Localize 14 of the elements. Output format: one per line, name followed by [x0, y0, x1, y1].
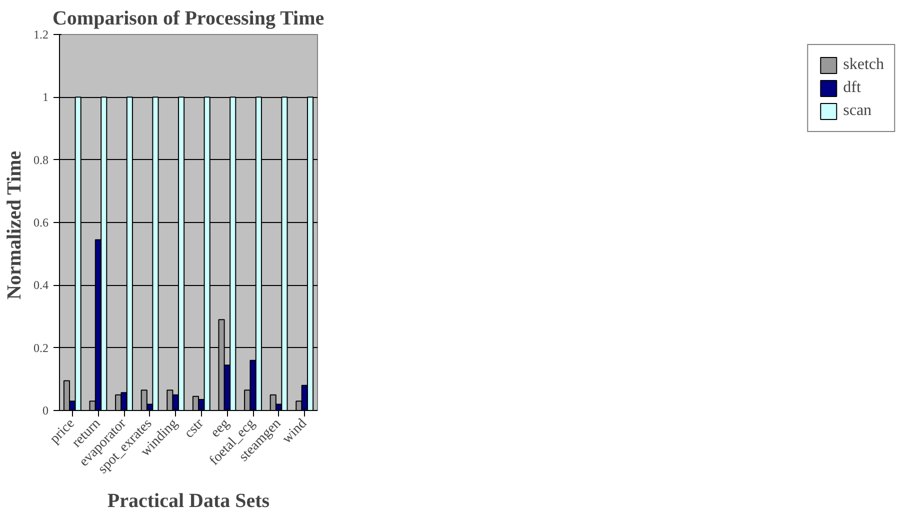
- legend-label: sketch: [843, 56, 884, 74]
- y-tick-label: 1.2: [34, 28, 48, 42]
- y-tick-label: 0.4: [34, 278, 48, 292]
- x-tick-label: cstr: [182, 416, 208, 442]
- y-tick-label: 0: [42, 404, 48, 418]
- legend-label: dft: [843, 79, 862, 97]
- y-tick-label: 1: [42, 90, 48, 104]
- y-axis-title: Normalized Time: [4, 150, 26, 300]
- chart-title: Comparison of Processing Time: [52, 8, 324, 30]
- x-axis-title: Practical Data Sets: [107, 490, 270, 512]
- y-tick-label: 0.2: [34, 340, 48, 355]
- y-tick-label: 0.8: [34, 152, 48, 167]
- legend-label: scan: [843, 102, 872, 120]
- y-tick-label: 0.6: [34, 216, 48, 230]
